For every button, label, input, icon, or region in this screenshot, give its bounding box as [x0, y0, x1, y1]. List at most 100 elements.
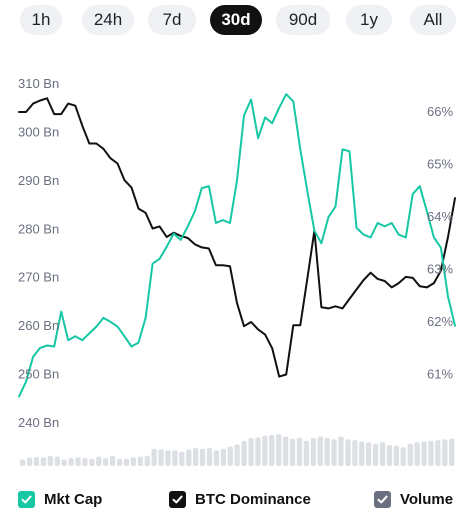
volume-bar — [172, 450, 178, 466]
legend-toggle-volume[interactable]: Volume — [374, 486, 453, 512]
volume-bar — [179, 451, 185, 466]
volume-bar — [213, 450, 220, 466]
volume-bar — [379, 442, 386, 466]
tab-1y[interactable]: 1y — [346, 5, 392, 35]
volume-bar — [276, 434, 282, 466]
market-chart: 310 Bn 300 Bn 290 Bn 280 Bn 270 Bn 260 Bn 250 … — [18, 76, 456, 466]
tab-24h[interactable]: 24h — [82, 5, 134, 35]
volume-bar — [386, 445, 393, 466]
volume-bar — [47, 455, 53, 466]
legend-label: Mkt Cap — [44, 490, 103, 508]
volume-bar — [262, 435, 268, 466]
volume-bar — [255, 437, 261, 466]
volume-bar — [248, 437, 254, 466]
timeframe-tabs: 1h 24h 7d 30d 90d 1y All — [0, 5, 474, 35]
volume-bar — [324, 437, 330, 466]
volume-bar — [103, 458, 109, 466]
volume-bar — [20, 459, 26, 466]
tab-all[interactable]: All — [410, 5, 456, 35]
left-tick-label: 290 Bn — [18, 173, 59, 188]
volume-bar — [289, 438, 296, 466]
volume-bar — [393, 445, 399, 466]
volume-bar — [165, 450, 171, 466]
legend-toggle-btc-dominance[interactable]: BTC Dominance — [169, 486, 311, 512]
left-axis-ticks: 310 Bn 300 Bn 290 Bn 280 Bn 270 Bn 260 Bn 250 … — [18, 76, 59, 430]
volume-bar — [400, 447, 406, 466]
volume-bar — [338, 436, 344, 466]
tab-90d[interactable]: 90d — [276, 5, 330, 35]
volume-bar — [193, 448, 199, 466]
left-tick-label: 260 Bn — [18, 318, 59, 333]
legend-toggle-mkt-cap[interactable]: Mkt Cap — [18, 486, 102, 512]
volume-bar — [449, 438, 455, 466]
volume-bar — [241, 440, 247, 466]
checkbox-icon[interactable] — [374, 490, 391, 508]
right-tick-label: 62% — [427, 314, 453, 329]
volume-bar — [234, 444, 240, 466]
volume-bar — [366, 442, 372, 466]
volume-bar — [442, 439, 448, 466]
right-tick-label: 66% — [427, 104, 453, 119]
volume-bar — [40, 457, 47, 466]
left-tick-label: 310 Bn — [18, 76, 59, 91]
volume-bar — [220, 448, 226, 466]
volume-bar — [227, 446, 233, 466]
checkbox-icon[interactable] — [18, 490, 35, 508]
volume-bar — [303, 440, 309, 466]
btc-dominance-line — [18, 97, 456, 378]
volume-bar — [61, 459, 67, 466]
volume-bar — [352, 440, 358, 466]
volume-bar — [269, 435, 275, 466]
mkt-cap-line — [18, 93, 456, 398]
left-tick-label: 240 Bn — [18, 415, 59, 430]
right-tick-label: 65% — [427, 157, 453, 172]
legend-label: BTC Dominance — [195, 490, 311, 508]
volume-bar — [144, 455, 150, 466]
volume-bar — [54, 456, 60, 466]
left-tick-label: 270 Bn — [18, 270, 59, 285]
tab-30d[interactable]: 30d — [210, 5, 262, 35]
volume-bars — [20, 434, 455, 466]
volume-bar — [158, 449, 164, 466]
volume-bar — [33, 457, 40, 466]
legend-label: Volume — [400, 490, 454, 508]
volume-bar — [414, 442, 420, 466]
volume-bar — [345, 439, 351, 466]
volume-bar — [96, 456, 102, 466]
volume-bar — [199, 448, 206, 466]
tab-7d[interactable]: 7d — [148, 5, 196, 35]
volume-bar — [359, 441, 365, 466]
volume-bar — [75, 457, 81, 466]
volume-bar — [283, 436, 289, 466]
volume-bar — [82, 458, 88, 466]
right-axis-ticks: 66% 65% 64% 63% 62% 61% — [427, 104, 453, 382]
right-tick-label: 61% — [427, 367, 453, 382]
series-lines — [18, 93, 456, 398]
volume-bar — [130, 457, 136, 466]
volume-bar — [26, 457, 33, 466]
volume-bar — [116, 458, 123, 466]
left-tick-label: 280 Bn — [18, 221, 59, 236]
volume-bar — [310, 437, 316, 466]
volume-bar — [123, 458, 130, 466]
volume-bar — [428, 440, 434, 466]
volume-bar — [89, 458, 95, 466]
right-tick-label: 64% — [427, 209, 453, 224]
volume-bar — [435, 440, 441, 466]
volume-bar — [186, 449, 192, 466]
left-tick-label: 250 Bn — [18, 367, 59, 382]
volume-bar — [296, 437, 303, 466]
volume-bar — [373, 443, 379, 466]
volume-bar — [151, 448, 157, 466]
volume-bar — [421, 441, 427, 466]
tab-1h[interactable]: 1h — [20, 5, 62, 35]
right-tick-label: 63% — [427, 262, 453, 277]
checkbox-icon[interactable] — [169, 490, 186, 508]
chart-legend: Mkt Cap BTC Dominance Volume — [0, 486, 474, 512]
volume-bar — [68, 458, 74, 466]
volume-bar — [206, 448, 213, 466]
volume-bar — [331, 439, 337, 466]
volume-bar — [137, 456, 143, 466]
volume-bar — [407, 443, 413, 466]
volume-bar — [317, 436, 323, 466]
